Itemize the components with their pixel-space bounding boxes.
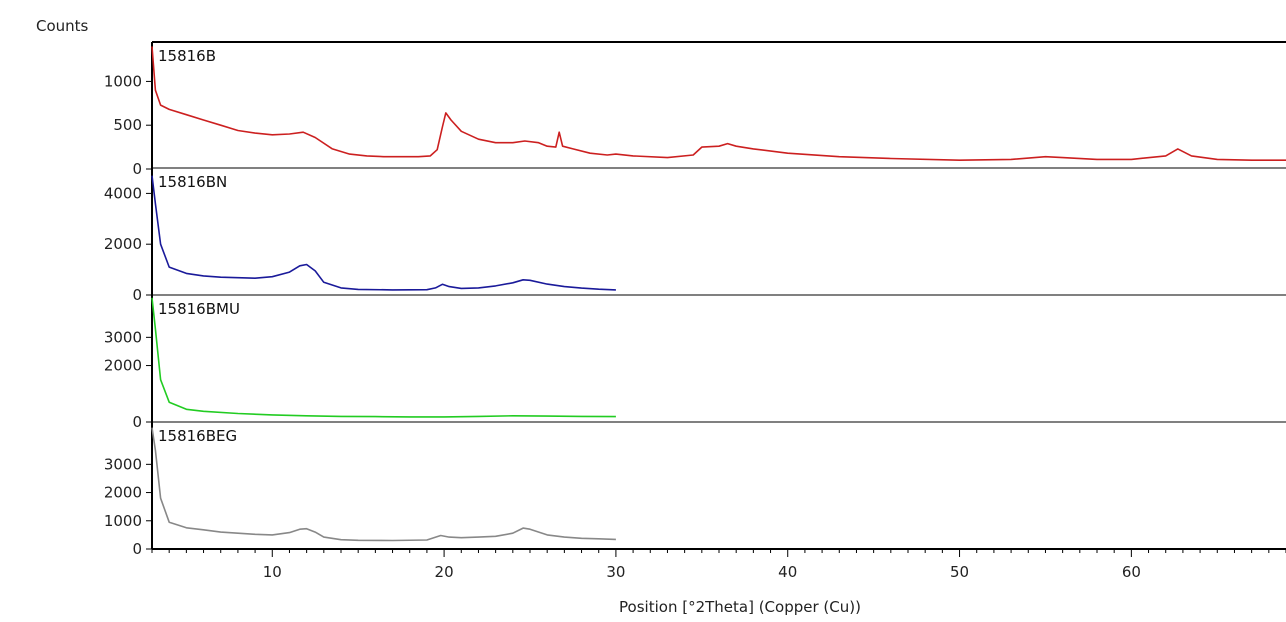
x-tick-label: 50 <box>950 563 969 581</box>
y-tick-label: 2000 <box>104 235 142 253</box>
y-tick-label: 3000 <box>104 455 142 473</box>
y-tick-label: 1000 <box>104 512 142 530</box>
y-tick-label: 500 <box>113 116 142 134</box>
y-tick-label: 1000 <box>104 72 142 90</box>
y-tick-label: 4000 <box>104 184 142 202</box>
y-tick-label: 2000 <box>104 484 142 502</box>
series-label: 15816BN <box>158 173 227 191</box>
x-tick-label: 10 <box>263 563 282 581</box>
y-tick-label: 0 <box>132 413 142 431</box>
x-axis-title: Position [°2Theta] (Copper (Cu)) <box>619 598 861 616</box>
x-tick-label: 60 <box>1122 563 1141 581</box>
y-tick-label: 3000 <box>104 328 142 346</box>
series-line <box>151 46 1286 161</box>
y-axis-title: Counts <box>36 17 89 35</box>
y-tick-label: 0 <box>132 540 142 558</box>
series-line <box>151 175 616 291</box>
series-line <box>151 297 616 418</box>
series-line <box>151 427 616 542</box>
x-tick-label: 30 <box>606 563 625 581</box>
x-tick-label: 20 <box>435 563 454 581</box>
y-tick-label: 2000 <box>104 357 142 375</box>
y-tick-label: 0 <box>132 160 142 178</box>
series-label: 15816BEG <box>158 427 237 445</box>
series-label: 15816B <box>158 47 216 65</box>
plot-area: 0500100015816B02000400015816BN0200030001… <box>104 41 1286 581</box>
x-tick-label: 40 <box>778 563 797 581</box>
y-tick-label: 0 <box>132 286 142 304</box>
series-label: 15816BMU <box>158 300 240 318</box>
